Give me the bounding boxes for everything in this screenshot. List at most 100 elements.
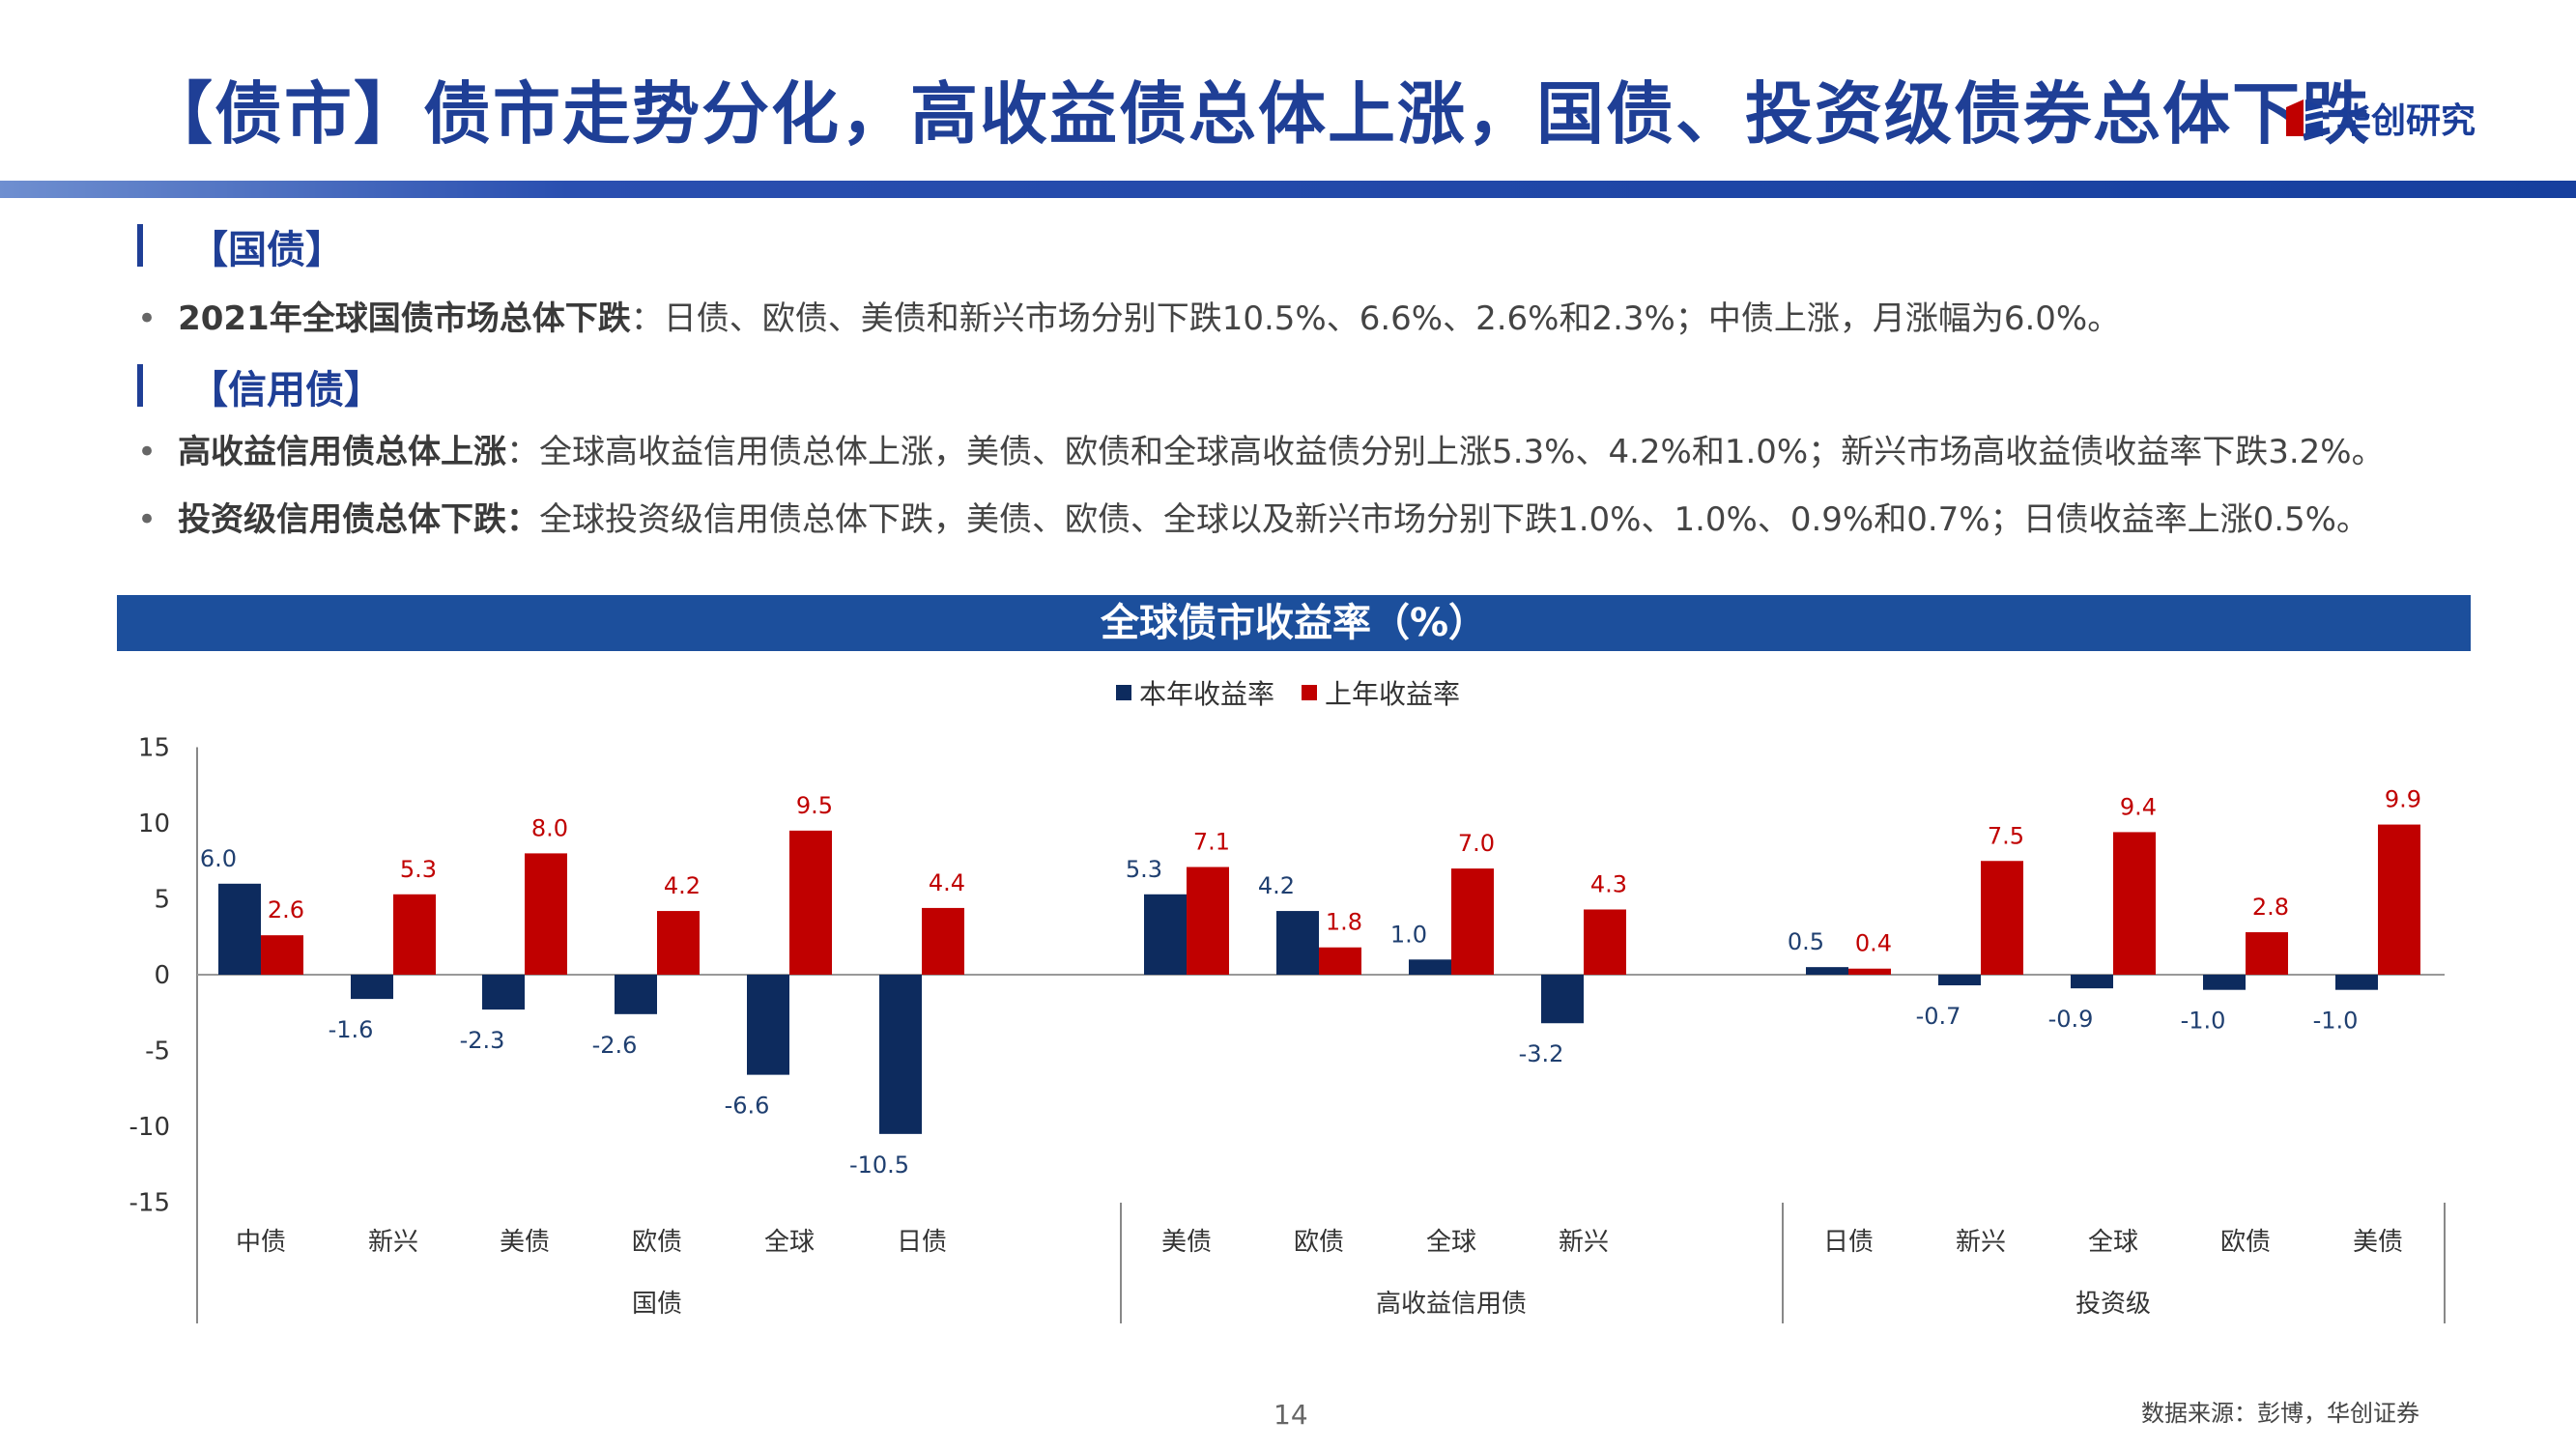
- bar-this-year: [747, 975, 789, 1075]
- x-category-label: 欧债: [1294, 1228, 1344, 1257]
- y-tick-label: 10: [138, 810, 170, 838]
- bar-this-year: [879, 975, 922, 1134]
- data-label-last-year: 4.2: [664, 872, 701, 899]
- x-category-label: 欧债: [632, 1228, 682, 1257]
- bar-last-year: [789, 830, 832, 975]
- bar-this-year: [1938, 975, 1981, 985]
- bullet-treasury: • 2021年全球国债市场总体下跌：日债、欧债、美债和新兴市场分别下跌10.5%、…: [137, 299, 2121, 338]
- bar-this-year: [1541, 975, 1584, 1024]
- data-label-last-year: 7.5: [1988, 822, 2024, 849]
- data-label-last-year: 5.3: [400, 856, 437, 883]
- y-tick-label: -10: [129, 1113, 170, 1142]
- data-label-last-year: 7.0: [1458, 830, 1495, 857]
- data-label-last-year: 0.4: [1855, 930, 1892, 957]
- data-label-this-year: 0.5: [1788, 928, 1824, 955]
- legend-label: 本年收益率: [1138, 678, 1274, 710]
- x-category-label: 欧债: [2220, 1228, 2271, 1257]
- data-label-last-year: 2.8: [2252, 894, 2289, 921]
- bullet-text: ：全球高收益信用债总体上涨，美债、欧债和全球高收益债分别上涨5.3%、4.2%和…: [506, 433, 2385, 471]
- data-label-this-year: -1.0: [2313, 1008, 2359, 1035]
- legend-item-last-year: 上年收益率: [1302, 673, 1460, 712]
- x-group-label: 投资级: [2075, 1290, 2151, 1319]
- x-category-label: 新兴: [1956, 1228, 2006, 1257]
- chart-legend: 本年收益率 上年收益率: [0, 673, 2576, 712]
- bar-this-year: [1144, 894, 1187, 975]
- bar-this-year: [1409, 959, 1451, 975]
- data-label-last-year: 1.8: [1326, 909, 1362, 936]
- bar-last-year: [2246, 932, 2288, 975]
- bar-this-year: [1806, 967, 1848, 975]
- bar-this-year: [615, 975, 657, 1014]
- bar-this-year: [1276, 911, 1319, 975]
- x-group-label: 国债: [632, 1290, 682, 1319]
- bullet-text: 全球投资级信用债总体下跌，美债、欧债、全球以及新兴市场分别下跌1.0%、1.0%…: [539, 500, 2369, 539]
- legend-swatch-this-year: [1115, 685, 1131, 700]
- section-heading-credit: 【信用债】: [189, 368, 383, 412]
- bullet-bold: 2021年全球国债市场总体下跌: [178, 299, 631, 338]
- bond-yield-chart: 15 10 5 0 -5 -10 -15 6.0 2.6 中债 -1.6 5.3 新兴 -2.3 8.0 美债…: [129, 734, 2446, 1323]
- data-label-this-year: 1.0: [1390, 921, 1427, 948]
- bar-last-year: [657, 911, 700, 975]
- bar-this-year: [218, 883, 261, 975]
- legend-label: 上年收益率: [1325, 678, 1461, 710]
- data-label-this-year: -10.5: [849, 1151, 909, 1179]
- bullet-investment-grade: • 投资级信用债总体下跌：全球投资级信用债总体下跌，美债、欧债、全球以及新兴市场分…: [137, 500, 2369, 539]
- bullet-bold: 高收益信用债总体上涨: [178, 433, 507, 471]
- bar-this-year: [482, 975, 525, 1010]
- data-label-last-year: 9.9: [2385, 786, 2421, 813]
- page-number: 14: [1274, 1399, 1308, 1431]
- section-heading-treasury: 【国债】: [189, 228, 344, 272]
- bar-last-year: [1584, 909, 1626, 975]
- bar-this-year: [2335, 975, 2378, 990]
- x-category-label: 新兴: [1559, 1228, 1609, 1257]
- bar-this-year: [2203, 975, 2246, 990]
- data-label-last-year: 2.6: [268, 896, 304, 923]
- brand-logo: 华创研究: [2282, 95, 2476, 141]
- legend-item-this-year: 本年收益率: [1115, 673, 1274, 712]
- page-title: 【债市】债市走势分化，高收益债总体上涨，国债、投资级债券总体下跌: [145, 74, 2371, 154]
- bullet-high-yield: • 高收益信用债总体上涨：全球高收益信用债总体上涨，美债、欧债和全球高收益债分别上…: [137, 433, 2385, 471]
- legend-swatch-last-year: [1302, 685, 1317, 700]
- data-label-this-year: -1.0: [2181, 1008, 2226, 1035]
- bar-this-year: [351, 975, 393, 1000]
- data-label-last-year: 8.0: [531, 814, 568, 841]
- data-label-this-year: -1.6: [329, 1016, 374, 1043]
- x-category-label: 全球: [764, 1228, 815, 1257]
- data-label-last-year: 9.5: [796, 792, 833, 819]
- x-category-label: 美债: [500, 1228, 550, 1257]
- data-label-this-year: 4.2: [1258, 872, 1295, 899]
- y-tick-label: 15: [138, 734, 170, 763]
- bar-this-year: [2071, 975, 2113, 989]
- logo-text: 华创研究: [2336, 101, 2476, 141]
- huachuang-logo-icon: [2286, 99, 2324, 136]
- data-label-last-year: 7.1: [1193, 829, 1230, 856]
- data-source: 数据来源：彭博，华创证券: [2141, 1400, 2419, 1427]
- data-label-this-year: -0.7: [1916, 1003, 1961, 1030]
- x-category-label: 中债: [236, 1228, 286, 1257]
- data-label-this-year: -3.2: [1519, 1040, 1564, 1067]
- bar-last-year: [2113, 832, 2156, 975]
- bar-last-year: [261, 935, 303, 975]
- bullet-bold: 投资级信用债总体下跌：: [178, 500, 540, 539]
- data-label-this-year: 6.0: [200, 845, 237, 872]
- data-label-last-year: 4.3: [1590, 870, 1627, 897]
- bar-last-year: [1187, 867, 1229, 975]
- y-tick-label: 5: [154, 886, 170, 915]
- x-category-label: 全球: [1426, 1228, 1476, 1257]
- x-category-label: 全球: [2088, 1228, 2138, 1257]
- bar-last-year: [393, 894, 436, 975]
- data-label-this-year: 5.3: [1126, 856, 1162, 883]
- data-label-this-year: -2.3: [460, 1027, 505, 1054]
- bar-last-year: [1451, 868, 1494, 975]
- x-category-label: 美债: [2353, 1228, 2403, 1257]
- x-group-label: 高收益信用债: [1376, 1290, 1527, 1319]
- y-tick-label: -5: [145, 1037, 170, 1066]
- data-label-last-year: 9.4: [2120, 793, 2157, 820]
- chart-title: 全球债市收益率（%）: [117, 595, 2471, 651]
- header-band: [0, 181, 2576, 198]
- y-tick-label: 0: [154, 961, 170, 990]
- y-tick-label: -15: [129, 1189, 170, 1218]
- bar-last-year: [1848, 968, 1891, 975]
- bar-last-year: [922, 907, 964, 975]
- x-category-label: 日债: [1823, 1228, 1874, 1257]
